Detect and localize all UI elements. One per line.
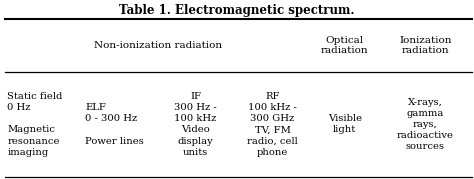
Text: Optical
radiation: Optical radiation	[321, 36, 369, 55]
Text: Ionization
radiation: Ionization radiation	[399, 36, 452, 55]
Text: Table 1. Electromagnetic spectrum.: Table 1. Electromagnetic spectrum.	[119, 4, 355, 18]
Text: Static field
0 Hz

Magnetic
resonance
imaging: Static field 0 Hz Magnetic resonance ima…	[7, 92, 63, 157]
Text: ELF
0 - 300 Hz

Power lines: ELF 0 - 300 Hz Power lines	[85, 103, 144, 146]
Text: IF
300 Hz -
100 kHz
Video
display
units: IF 300 Hz - 100 kHz Video display units	[174, 92, 217, 157]
Text: RF
100 kHz -
300 GHz
TV, FM
radio, cell
phone: RF 100 kHz - 300 GHz TV, FM radio, cell …	[247, 92, 298, 157]
Text: Non-ionization radiation: Non-ionization radiation	[93, 41, 222, 50]
Text: X-rays,
gamma
rays,
radioactive
sources: X-rays, gamma rays, radioactive sources	[397, 98, 454, 151]
Text: Visible
light: Visible light	[328, 114, 362, 134]
